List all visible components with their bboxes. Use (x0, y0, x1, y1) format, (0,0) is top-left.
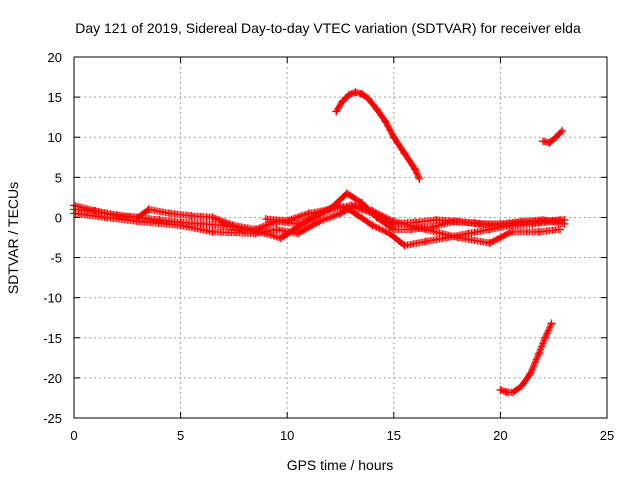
data-point (187, 211, 196, 220)
data-point (368, 221, 377, 230)
data-point (551, 133, 560, 142)
y-tick-label: 5 (55, 170, 62, 185)
data-point (144, 205, 153, 214)
x-tick-label: 15 (387, 428, 401, 443)
data-point (261, 215, 270, 224)
data-point (539, 137, 548, 146)
data-point (272, 225, 281, 234)
data-point (541, 333, 550, 342)
data-point (219, 221, 228, 230)
data-point (496, 219, 505, 228)
data-point (545, 138, 554, 147)
data-point (357, 89, 366, 98)
data-point (432, 215, 441, 224)
data-point (165, 209, 174, 218)
data-points (70, 88, 569, 397)
chart-title: Day 121 of 2019, Sidereal Day-to-day VTE… (75, 20, 581, 36)
data-point (351, 88, 360, 97)
data-point (415, 174, 424, 183)
data-point (496, 385, 505, 394)
data-point (342, 189, 351, 198)
data-point (293, 219, 302, 228)
y-tick-label: -15 (43, 331, 62, 346)
data-point (517, 217, 526, 226)
y-tick-label: 10 (48, 130, 62, 145)
data-point (101, 213, 110, 222)
data-point (534, 227, 543, 236)
series-trace-f (496, 319, 556, 397)
data-point (534, 349, 543, 358)
data-point (453, 217, 462, 226)
data-point (345, 90, 354, 99)
series-trace (496, 321, 555, 396)
data-point (385, 229, 394, 238)
y-tick-label: -20 (43, 371, 62, 386)
data-point (208, 213, 217, 222)
data-point (411, 218, 420, 227)
data-point (507, 227, 516, 236)
data-point (357, 199, 366, 208)
data-point (304, 209, 313, 218)
data-point (560, 219, 569, 228)
x-axis-label: GPS time / hours (287, 457, 394, 473)
series-trace-e (332, 88, 424, 183)
data-point (556, 225, 565, 234)
data-point (381, 117, 390, 126)
data-point (368, 209, 377, 218)
y-tick-label: -5 (50, 251, 62, 266)
data-point (338, 97, 347, 106)
data-point (347, 201, 356, 210)
data-point (364, 94, 373, 103)
data-point (517, 381, 526, 390)
data-point (526, 369, 535, 378)
data-point (251, 229, 260, 238)
x-tick-label: 20 (493, 428, 507, 443)
data-point (229, 221, 238, 230)
data-point (411, 165, 420, 174)
data-point (315, 217, 324, 226)
data-point (453, 233, 462, 242)
series-trace (332, 88, 423, 182)
axis-ticks: 0 5 10 15 20 25 20 15 10 5 0 -5 -10 -15 -20 -25 (43, 50, 614, 443)
data-point (353, 211, 362, 220)
data-point (283, 216, 292, 225)
data-point (509, 388, 518, 397)
data-point (325, 205, 334, 214)
series-trace-d (261, 201, 569, 228)
y-tick-label: 15 (48, 90, 62, 105)
grid-lines (74, 57, 607, 418)
data-point (547, 319, 556, 328)
data-point (421, 225, 430, 234)
series-trace-g (539, 126, 567, 147)
y-tick-label: -10 (43, 291, 62, 306)
data-point (389, 219, 398, 228)
data-point (400, 149, 409, 158)
data-point (400, 241, 409, 250)
y-tick-label: -25 (43, 411, 62, 426)
data-point (475, 219, 484, 228)
data-point (485, 239, 494, 248)
x-tick-label: 10 (280, 428, 294, 443)
data-point (372, 105, 381, 114)
data-point (176, 221, 185, 230)
y-tick-label: 20 (48, 50, 62, 65)
data-point (421, 237, 430, 246)
data-point (332, 107, 341, 116)
plot-frame (73, 56, 608, 419)
data-point (389, 133, 398, 142)
y-tick-label: 0 (55, 210, 62, 225)
x-tick-label: 0 (70, 428, 77, 443)
x-tick-label: 25 (600, 428, 614, 443)
data-point (293, 229, 302, 238)
data-point (276, 234, 285, 243)
data-point (539, 215, 548, 224)
data-point (208, 227, 217, 236)
data-point (133, 217, 142, 226)
data-point (558, 126, 567, 135)
x-tick-label: 5 (177, 428, 184, 443)
y-axis-label: SDTVAR / TECUs (5, 182, 21, 294)
